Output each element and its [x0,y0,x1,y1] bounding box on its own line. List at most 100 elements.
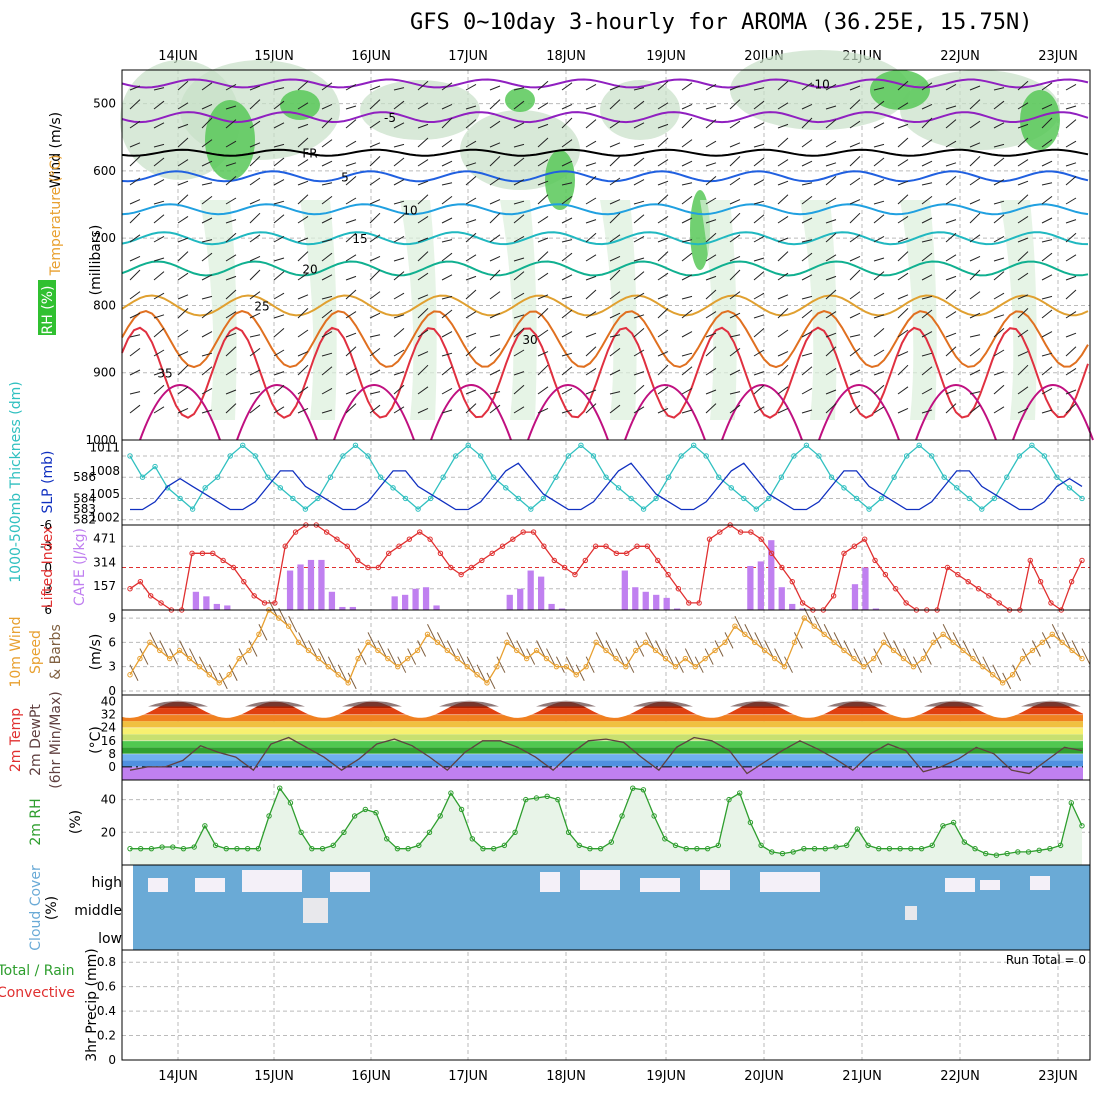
thickness-line-marker [340,453,346,459]
temp-max-cap [924,700,984,707]
wind-barb [537,180,549,186]
wind-barb [153,406,165,414]
wind-barb [921,331,933,338]
wind-barb [801,139,813,148]
wind-barb [945,232,957,243]
wind-barb [441,117,453,129]
wind-barb-10m [288,615,298,633]
wind-barb [297,194,309,205]
wind-barb [513,257,525,262]
wind-speed-line-marker [285,623,292,629]
wind-barb [537,123,549,129]
wind-barb [825,140,837,148]
thickness-line-marker [966,495,972,502]
wind-barb [441,295,453,300]
wind-barb [681,387,693,395]
wind-barb [969,334,981,338]
wind-barb [465,289,477,300]
wind-barb [489,177,501,186]
wind-barb [393,384,405,395]
wind-barb-10m [674,656,684,673]
wind-barb [633,292,645,300]
wind-barb [945,346,957,357]
wind-barb [561,217,573,224]
wind-speed-line-marker [623,663,629,670]
wind-barb [705,289,717,300]
wind-barb [201,331,213,338]
wind-barb [945,254,957,262]
wind-barb [585,346,597,357]
cape-bar [412,588,419,610]
wind-barb [993,384,1005,395]
wind-barb [249,269,261,281]
wind-barb [729,291,741,300]
wind-barb [537,102,549,110]
lifted-line-marker [893,586,899,592]
wind-barb [681,309,693,319]
wind-speed-line-marker [682,655,689,662]
wind-barb [921,139,933,148]
wind-barb [753,179,765,186]
wind-barb [681,217,693,224]
wind-speed-line-marker [1039,639,1046,646]
wind-barb [369,156,381,167]
wind-barb [633,257,645,262]
wind-barb [801,82,813,91]
temp-max-cap [342,700,402,707]
wind-barb [585,232,597,243]
rh-line-marker [416,842,422,849]
wind-barb [849,348,861,357]
wind-barb [705,367,717,376]
wind-barb-10m [496,656,506,673]
wind-barb [297,272,309,281]
wind-barb [609,234,621,243]
wind-speed-line-marker [365,639,371,646]
wind-barb [729,334,741,338]
wind-barb [705,389,717,395]
wind-barb [297,351,309,357]
wind-barb [129,156,141,167]
wind-barb [1017,407,1029,414]
wind-speed-line-marker [454,655,460,662]
wind-barb [537,251,549,262]
wind-speed-line-marker [236,655,242,662]
wind-barb [297,407,309,414]
wind-barb [801,387,813,395]
date-label-top: 14JUN [158,49,198,64]
wind-barb [897,80,909,91]
wind-barb [561,274,573,281]
wind-barb [585,83,597,91]
temp-max-cap [536,700,596,707]
wind-barb [129,369,141,376]
lifted-line-marker [510,536,516,542]
wind-barb [1065,176,1077,186]
wind-barb [1041,309,1053,319]
isotherm-line [121,310,1089,369]
wind-barb [657,215,669,224]
wind-barb [897,137,909,148]
wind-barb [393,87,405,91]
wind-barb [777,180,789,186]
wind-barb [729,269,741,281]
cape-bar [192,591,200,610]
wind-speed-line-marker [831,639,837,646]
wind-barb [705,197,717,205]
wind-barb-10m [347,672,357,690]
rh-line-marker [351,813,358,819]
wind-barb-10m [565,656,575,673]
wind-barb [873,214,885,224]
wind-barb-10m [625,656,635,673]
wind-barb [465,232,477,243]
lifted-line-marker [489,550,495,557]
wind-barb [849,120,861,129]
temp-tick: 24 [101,721,116,735]
cape-bar [757,561,764,610]
wind-barb [273,179,285,186]
wind-barb [153,349,165,357]
wind-barb [585,275,597,281]
wind-barb [705,254,717,262]
lifted-line-marker [903,600,909,606]
wind-barb [657,294,669,300]
wind-barb [657,180,669,186]
wind-barb [537,272,549,281]
